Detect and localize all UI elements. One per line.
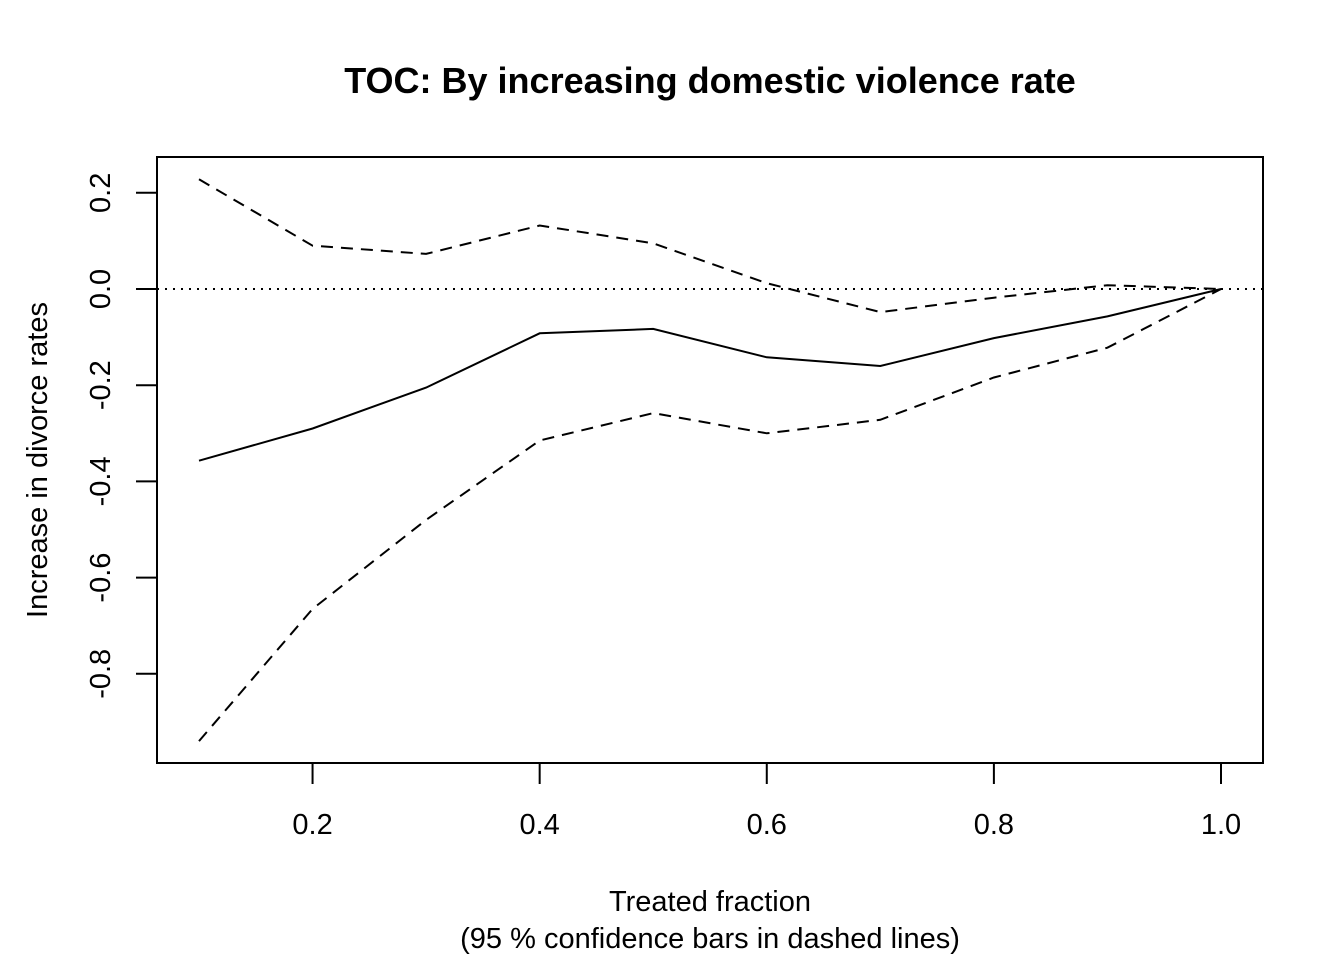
x-axis-label: Treated fraction: [609, 886, 811, 918]
series-layer: [198, 178, 1222, 742]
upper-confidence-line: [198, 178, 1222, 314]
x-axis: 0.2 0.4 0.6 0.8 1.0: [292, 762, 1241, 841]
y-tick-label: 0.2: [85, 173, 117, 213]
y-tick-label: -0.4: [85, 456, 117, 506]
y-axis-label: Increase in divorce rates: [22, 302, 54, 618]
x-tick-label: 1.0: [1201, 809, 1241, 841]
estimate-line: [198, 288, 1222, 462]
y-tick-label: 0.0: [85, 269, 117, 309]
y-axis: 0.2 0.0 -0.2 -0.4 -0.6 -0.8: [85, 173, 158, 699]
lower-confidence-line: [198, 288, 1222, 742]
x-tick-label: 0.4: [520, 809, 560, 841]
x-tick-label: 0.8: [974, 809, 1014, 841]
y-tick-label: -0.6: [85, 553, 117, 603]
x-axis-sublabel: (95 % confidence bars in dashed lines): [460, 923, 960, 955]
plot-frame: [156, 156, 1264, 764]
y-tick-label: -0.2: [85, 360, 117, 410]
y-tick-label: -0.8: [85, 649, 117, 699]
x-tick-label: 0.2: [292, 809, 332, 841]
x-tick-label: 0.6: [747, 809, 787, 841]
chart-title: TOC: By increasing domestic violence rat…: [344, 60, 1076, 101]
